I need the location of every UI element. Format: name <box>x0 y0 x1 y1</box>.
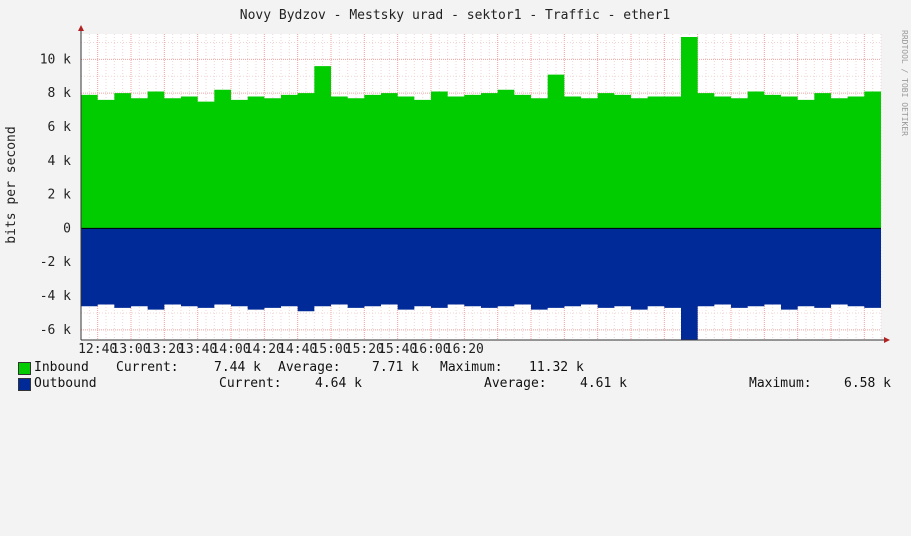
outbound-current-value: 4.64 k <box>315 376 362 391</box>
y-tick-label: 10 k <box>40 52 71 67</box>
axes <box>78 25 890 343</box>
inbound-average-label: Average: <box>278 360 341 375</box>
x-tick-label: 16:20 <box>445 342 484 357</box>
area-inbound <box>81 37 881 229</box>
x-tick-label: 14:00 <box>211 342 250 357</box>
x-tick-label: 15:00 <box>311 342 350 357</box>
legend-inbound: Inbound Current: 7.44 k Average: 7.71 k … <box>18 360 584 376</box>
y-tick-label: -2 k <box>40 255 71 270</box>
x-tick-label: 16:00 <box>411 342 450 357</box>
x-tick-label: 12:40 <box>78 342 117 357</box>
y-tick-label: 2 k <box>48 188 72 203</box>
inbound-average-value: 7.71 k <box>372 360 419 375</box>
inbound-current-label: Current: <box>116 360 179 375</box>
y-tick-label: 6 k <box>48 120 72 135</box>
y-tick-label: 8 k <box>48 86 72 101</box>
outbound-maximum-label: Maximum: <box>749 376 812 391</box>
y-tick-label: -6 k <box>40 323 71 338</box>
x-tick-label: 15:20 <box>345 342 384 357</box>
chart-title: Novy Bydzov - Mestsky urad - sektor1 - T… <box>240 8 670 23</box>
traffic-chart: Novy Bydzov - Mestsky urad - sektor1 - T… <box>4 8 909 357</box>
inbound-current-value: 7.44 k <box>214 360 261 375</box>
area-outbound <box>81 228 881 340</box>
x-tick-label: 13:40 <box>178 342 217 357</box>
outbound-label: Outbound <box>34 376 97 391</box>
x-tick-labels: 12:4013:0013:2013:4014:0014:2014:4015:00… <box>78 342 484 357</box>
x-tick-label: 13:00 <box>111 342 150 357</box>
y-tick-label: 4 k <box>48 154 72 169</box>
y-tick-label: 0 <box>63 221 71 236</box>
inbound-label: Inbound <box>34 360 89 375</box>
series-areas <box>81 37 881 340</box>
outbound-maximum-value: 6.58 k <box>844 376 891 391</box>
y-axis-label: bits per second <box>4 126 19 243</box>
inbound-maximum-label: Maximum: <box>440 360 503 375</box>
y-tick-label: -4 k <box>40 289 71 304</box>
outbound-average-label: Average: <box>484 376 547 391</box>
y-axis-arrow <box>78 25 84 31</box>
inbound-maximum-value: 11.32 k <box>529 360 584 375</box>
x-tick-label: 14:20 <box>245 342 284 357</box>
x-tick-label: 13:20 <box>145 342 184 357</box>
rrd-graph: Novy Bydzov - Mestsky urad - sektor1 - T… <box>4 8 909 392</box>
x-tick-label: 14:40 <box>278 342 317 357</box>
y-tick-labels: 10 k 8 k 6 k 4 k 2 k 0 -2 k -4 k -6 k <box>40 52 71 337</box>
legend-outbound: Outbound Current: 4.64 k Average: 4.61 k… <box>18 376 891 392</box>
inbound-swatch <box>18 362 31 375</box>
x-tick-label: 15:40 <box>378 342 417 357</box>
rrdtool-watermark: RRDTOOL / TOBI OETIKER <box>900 30 909 136</box>
outbound-current-label: Current: <box>219 376 282 391</box>
x-axis-arrow <box>884 337 890 343</box>
outbound-swatch <box>18 378 31 391</box>
outbound-average-value: 4.61 k <box>580 376 627 391</box>
